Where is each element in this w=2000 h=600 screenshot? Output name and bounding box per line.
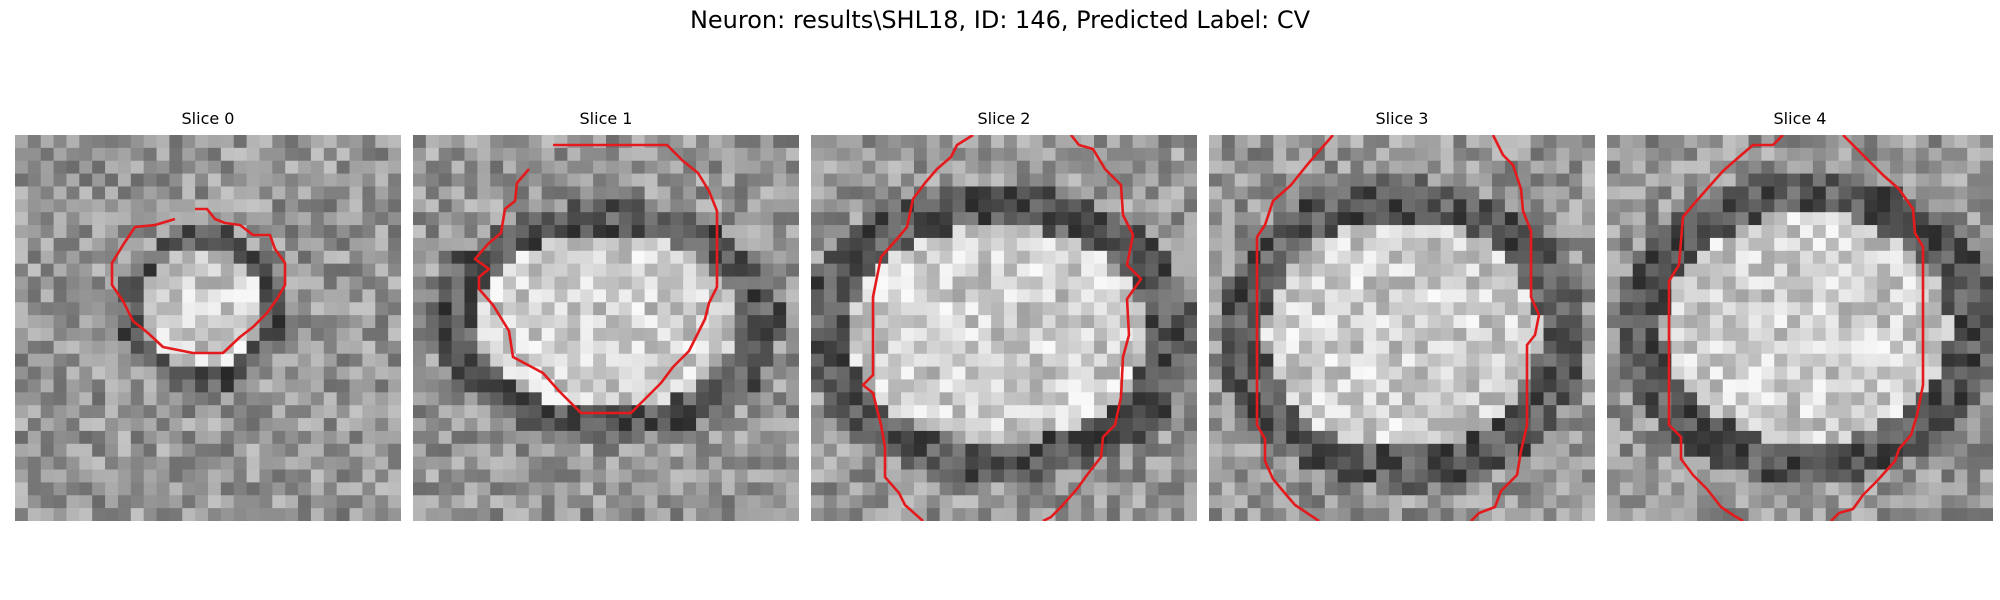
segmentation-contour-4b (1830, 135, 1925, 521)
segmentation-contour-2b (1042, 135, 1143, 521)
slice-panel-1: Slice 1 (413, 109, 799, 521)
slice-image-0 (15, 135, 401, 521)
segmentation-contour-2 (861, 135, 974, 521)
slice-image-1 (413, 135, 799, 521)
grayscale-patch-2 (811, 135, 1197, 521)
slice-title-2: Slice 2 (977, 109, 1031, 128)
slice-title-1: Slice 1 (579, 109, 633, 128)
segmentation-contour-4 (1667, 135, 1784, 521)
slice-panel-3: Slice 3 (1209, 109, 1595, 521)
segmentation-contour-3 (1255, 135, 1334, 521)
segmentation-contour-3b (1470, 135, 1541, 521)
slice-title-0: Slice 0 (181, 109, 235, 128)
slice-title-4: Slice 4 (1773, 109, 1827, 128)
figure-title: Neuron: results\SHL18, ID: 146, Predicte… (689, 6, 1311, 34)
segmentation-contour-0 (110, 207, 287, 355)
grayscale-patch-3 (1209, 135, 1595, 521)
slice-panel-4: Slice 4 (1607, 109, 1993, 521)
grayscale-patch-0 (15, 135, 401, 521)
slice-title-3: Slice 3 (1375, 109, 1429, 128)
grayscale-patch-1 (413, 135, 799, 521)
slice-panel-0: Slice 0 (15, 109, 401, 521)
slice-image-3 (1209, 135, 1595, 521)
grayscale-patch-4 (1607, 135, 1993, 521)
slice-image-2 (811, 135, 1197, 521)
segmentation-contour-1 (473, 143, 719, 415)
slice-image-4 (1607, 135, 1993, 521)
slice-panel-2: Slice 2 (811, 109, 1197, 521)
